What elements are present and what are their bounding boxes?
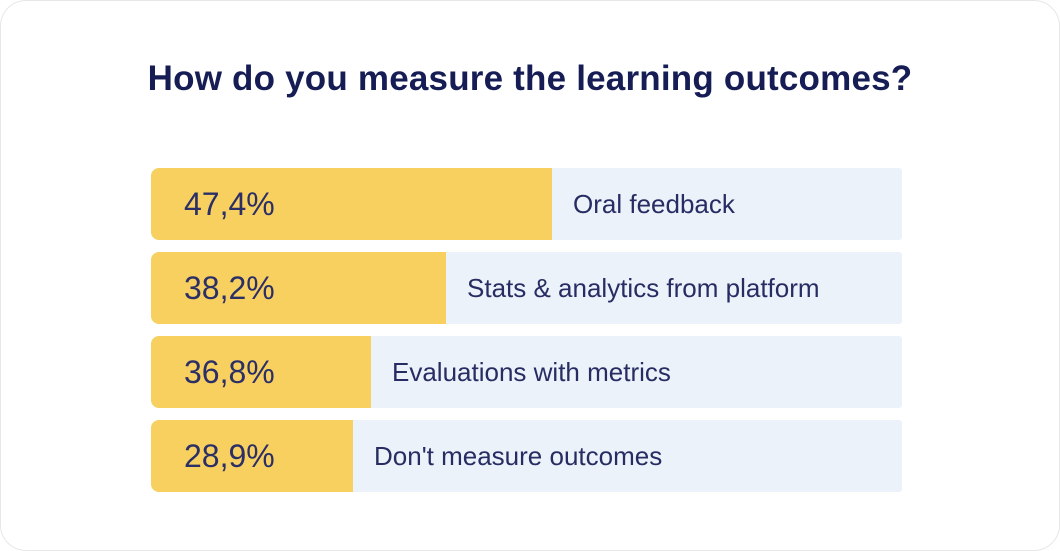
bar-value-label: 38,2% (184, 269, 275, 306)
bar-category-label: Oral feedback (573, 188, 735, 219)
bar-fill: 38,2% (151, 252, 446, 324)
bar-value-label: 36,8% (184, 353, 275, 390)
bar-value-label: 28,9% (184, 437, 275, 474)
bar-fill: 36,8% (151, 336, 371, 408)
bar-category-label: Don't measure outcomes (374, 440, 663, 471)
bar-row: 28,9% Don't measure outcomes (151, 420, 902, 492)
bar-category-label: Evaluations with metrics (392, 356, 671, 387)
bar-value-label: 47,4% (184, 185, 275, 222)
bar-row: 38,2% Stats & analytics from platform (151, 252, 902, 324)
chart-title: How do you measure the learning outcomes… (147, 59, 913, 98)
bar-fill: 28,9% (151, 420, 353, 492)
bar-row: 47,4% Oral feedback (151, 168, 902, 240)
bar-row: 36,8% Evaluations with metrics (151, 336, 902, 408)
bar-fill: 47,4% (151, 168, 552, 240)
bar-category-label: Stats & analytics from platform (467, 272, 820, 303)
bar-chart: 47,4% Oral feedback 38,2% Stats & analyt… (151, 168, 902, 504)
